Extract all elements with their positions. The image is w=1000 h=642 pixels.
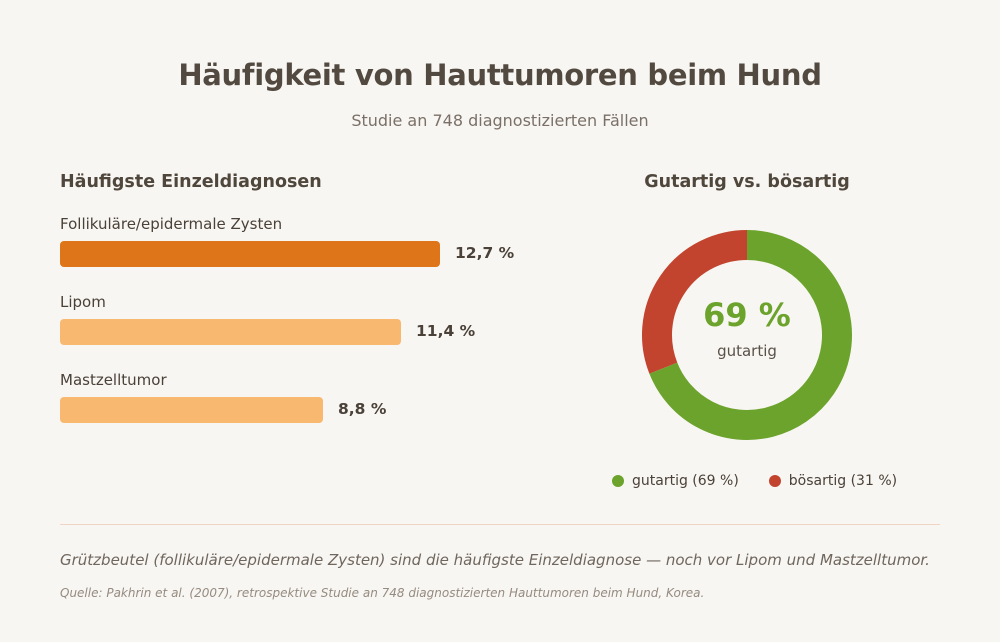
legend-item-malignant: bösartig (31 %) [768,473,898,489]
bar-label: Lipom [60,293,106,311]
bar-value-label: 11,4 % [416,322,476,340]
bar-value-label: 8,8 % [338,400,387,418]
bar-value-label: 12,7 % [455,244,515,262]
bar [60,397,323,423]
footer-source: Quelle: Pakhrin et al. (2007), retrospek… [60,586,705,600]
chart-subtitle: Studie an 748 diagnostizierten Fällen [351,111,649,130]
donut-slice-malignant [642,230,748,374]
legend-dot-malignant [768,475,781,487]
bar-label: Mastzelltumor [60,371,167,389]
donut-chart-title: Gutartig vs. bösartig [644,172,850,192]
legend-label-benign: gutartig (69 %) [632,473,739,489]
donut-center: 69 % gutartig [647,296,847,360]
donut-slice-benign [649,230,852,440]
donut-legend: gutartig (69 %) bösartig (31 %) [612,473,897,489]
donut-center-label: gutartig [717,342,777,360]
bar [60,241,440,267]
legend-label-malignant: bösartig (31 %) [788,473,898,489]
bar [60,319,401,345]
donut-chart [642,230,852,440]
chart-title: Häufigkeit von Hauttumoren beim Hund [178,58,822,92]
footer-divider [60,524,940,525]
donut-center-value: 69 % [703,296,791,334]
bar-label: Follikuläre/epidermale Zysten [60,215,283,233]
footer-note: Grützbeutel (follikuläre/epidermale Zyst… [60,551,930,569]
legend-dot-benign [612,475,624,487]
bar-chart-title: Häufigste Einzeldiagnosen [60,172,322,192]
legend-item-benign: gutartig (69 %) [612,473,739,489]
